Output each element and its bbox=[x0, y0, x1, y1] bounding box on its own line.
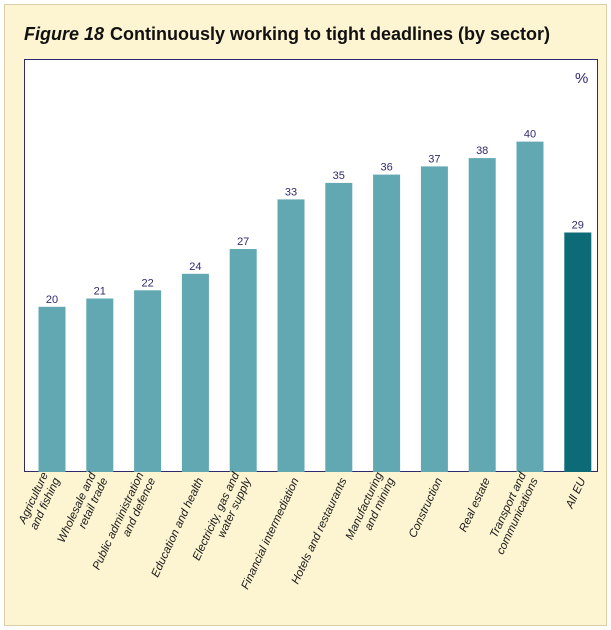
bar-6 bbox=[325, 182, 353, 472]
bar-4 bbox=[229, 249, 257, 472]
bar-1 bbox=[86, 298, 114, 472]
bar-5 bbox=[277, 199, 305, 472]
bar-2 bbox=[134, 290, 162, 472]
figure-label: Figure 18 bbox=[24, 24, 105, 44]
category-label-8: Construction bbox=[407, 476, 445, 540]
value-label-1: 21 bbox=[94, 286, 106, 298]
category-label-11: All EU bbox=[564, 476, 589, 512]
bar-3 bbox=[181, 273, 209, 472]
bar-8 bbox=[420, 166, 448, 472]
category-label-6: Hotels and restaurants bbox=[290, 476, 350, 586]
value-label-11: 29 bbox=[572, 220, 584, 232]
category-label-line: Real estate bbox=[457, 476, 492, 534]
unit-label: % bbox=[575, 70, 589, 87]
category-label-line: Hotels and restaurants bbox=[290, 476, 350, 586]
value-label-9: 38 bbox=[476, 145, 488, 157]
value-label-8: 37 bbox=[428, 153, 440, 165]
chart-title: Continuously working to tight deadlines … bbox=[110, 24, 551, 44]
value-label-0: 20 bbox=[46, 294, 58, 306]
bar-7 bbox=[373, 174, 401, 472]
value-label-3: 24 bbox=[189, 261, 201, 273]
bar-9 bbox=[468, 158, 496, 472]
value-label-10: 40 bbox=[524, 129, 536, 141]
category-label-line: Construction bbox=[407, 476, 445, 540]
value-label-7: 36 bbox=[380, 162, 392, 174]
figure-title: Figure 18 Continuously working to tight d… bbox=[24, 24, 550, 45]
value-label-6: 35 bbox=[333, 170, 345, 182]
value-label-2: 22 bbox=[141, 277, 153, 289]
bar-10 bbox=[516, 141, 544, 472]
category-label-line: All EU bbox=[564, 476, 589, 512]
plot-area bbox=[24, 59, 598, 472]
category-label-9: Real estate bbox=[457, 476, 492, 534]
category-label-line: Education and health bbox=[150, 476, 207, 579]
bar-0 bbox=[38, 306, 66, 472]
bar-11 bbox=[564, 232, 592, 472]
category-label-3: Education and health bbox=[150, 476, 207, 579]
value-label-4: 27 bbox=[237, 236, 249, 248]
value-label-5: 33 bbox=[285, 186, 297, 198]
